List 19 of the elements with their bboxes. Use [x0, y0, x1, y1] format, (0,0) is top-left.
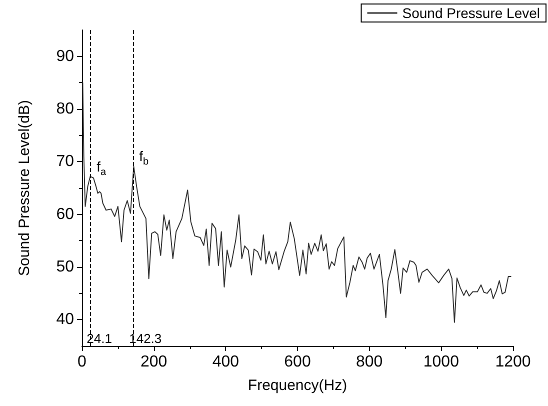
y-tick-label: 80: [56, 100, 74, 118]
x-tick-label: 0: [78, 354, 87, 370]
x-tick-label: 800: [356, 354, 383, 370]
x-axis-title: Frequency(Hz): [248, 377, 348, 394]
y-tick-label: 40: [56, 311, 74, 328]
ref-line-label: 24.1: [86, 331, 112, 346]
x-tick-label: 600: [284, 354, 311, 370]
y-tick-label: 60: [56, 206, 74, 223]
x-tick-label: 400: [212, 354, 240, 370]
ref-line-label: 142.3: [129, 331, 162, 346]
y-tick-label: 90: [56, 48, 74, 65]
x-tick-label: 1200: [495, 354, 531, 370]
x-tick-label: 1000: [423, 354, 460, 370]
y-tick-label: 70: [56, 153, 74, 170]
legend-label: Sound Pressure Level: [402, 5, 540, 21]
line-series: [82, 82, 512, 323]
x-tick-label: 200: [140, 354, 168, 370]
y-tick-label: 50: [56, 258, 74, 276]
y-axis-title: Sound Pressure Level(dB): [16, 100, 33, 276]
